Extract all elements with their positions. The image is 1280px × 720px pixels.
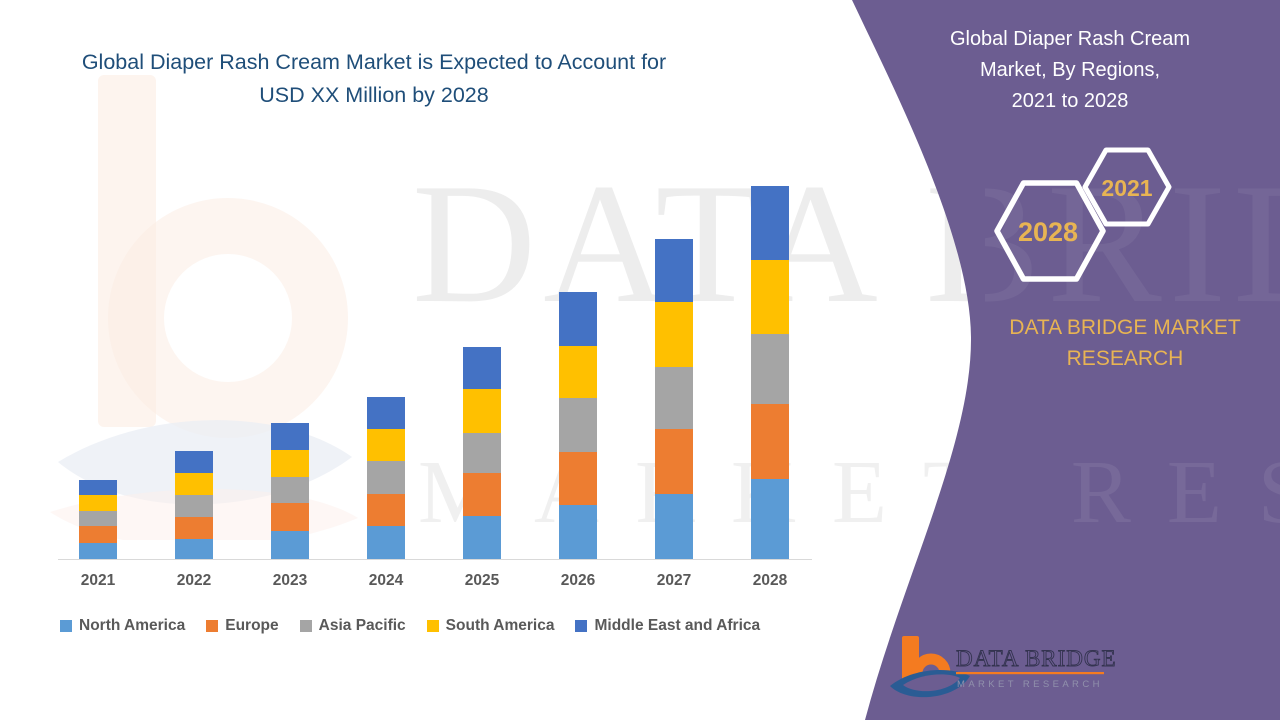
legend-label: Middle East and Africa: [594, 617, 761, 634]
bar-segment-north-america: [79, 543, 117, 559]
legend-label: North America: [79, 617, 186, 634]
legend-item-europe: Europe: [206, 617, 279, 635]
bar-segment-europe: [463, 473, 501, 516]
bar-segment-europe: [751, 404, 789, 479]
bar-segment-north-america: [463, 516, 501, 559]
legend-label: Europe: [225, 617, 279, 634]
brand-name-gold: DATA BRIDGE MARKET RESEARCH: [975, 312, 1275, 374]
bar-segment-south-america: [463, 389, 501, 433]
x-axis-label-2027: 2027: [656, 572, 692, 589]
legend-swatch: [299, 620, 312, 632]
bar-segment-south-america: [751, 260, 789, 334]
x-axis-label-2021: 2021: [80, 572, 116, 589]
chart-legend: North America Europe Asia Pacific South Ame…: [60, 617, 760, 635]
hexagon-2028-label: 2028: [1018, 217, 1078, 247]
bar-segment-south-america: [271, 450, 309, 477]
x-axis-label-2025: 2025: [464, 572, 500, 589]
bar-segment-asia-pacific: [559, 398, 597, 452]
bar-segment-europe: [79, 526, 117, 543]
chart-headline-line2: USD XX Million by 2028: [259, 83, 489, 107]
bar-segment-asia-pacific: [463, 433, 501, 473]
bar-segment-south-america: [655, 302, 693, 367]
bar-segment-europe: [559, 452, 597, 505]
bar-segment-north-america: [175, 539, 213, 559]
legend-swatch: [426, 620, 439, 632]
brand-name-line2: RESEARCH: [1066, 347, 1184, 370]
panel-title-line3: 2021 to 2028: [1011, 90, 1129, 112]
bar-segment-south-america: [79, 495, 117, 511]
bar-segment-asia-pacific: [751, 334, 789, 404]
bar-segment-europe: [271, 503, 309, 531]
x-axis-label-2022: 2022: [176, 572, 212, 589]
panel-title: Global Diaper Rash Cream Market, By Regi…: [920, 24, 1220, 117]
bar-segment-asia-pacific: [79, 511, 117, 526]
panel-title-line2: Market, By Regions,: [979, 59, 1161, 81]
hexagon-2021-label: 2021: [1101, 175, 1152, 201]
bar-segment-europe: [655, 429, 693, 494]
legend-item-asia-pacific: Asia Pacific: [299, 617, 406, 635]
panel-title-line1: Global Diaper Rash Cream: [949, 28, 1191, 50]
x-axis-label-2023: 2023: [272, 572, 308, 589]
hexagon-2021: [1082, 147, 1172, 227]
bar-segment-middle-east-and-africa: [79, 480, 117, 495]
bar-segment-south-america: [175, 473, 213, 495]
logo-swoosh-inner: [903, 674, 960, 692]
bar-segment-europe: [367, 494, 405, 526]
data-bridge-footer-logo: DATA BRIDGE MARKET RESEARCH: [890, 636, 1117, 698]
bar-segment-middle-east-and-africa: [559, 292, 597, 346]
x-axis-label-2026: 2026: [560, 572, 596, 589]
bar-segment-north-america: [751, 479, 789, 559]
footer-logo-rule: [956, 672, 1104, 675]
bar-segment-north-america: [655, 494, 693, 559]
legend-item-south-america: South America: [426, 617, 555, 635]
footer-logo-brand-text: DATA BRIDGE: [956, 646, 1117, 671]
watermark-b-bowl: [108, 198, 348, 438]
footer-logo-tagline: MARKET RESEARCH: [957, 679, 1103, 690]
bar-segment-middle-east-and-africa: [751, 186, 789, 260]
bar-segment-asia-pacific: [367, 461, 405, 494]
purple-shape: [852, 0, 1280, 720]
x-axis-label-2028: 2028: [752, 572, 788, 589]
bar-segment-asia-pacific: [271, 477, 309, 503]
bar-segment-north-america: [367, 526, 405, 559]
bar-segment-asia-pacific: [655, 367, 693, 429]
bar-segment-middle-east-and-africa: [175, 451, 213, 473]
bar-segment-north-america: [559, 505, 597, 559]
chart-headline-line1: Global Diaper Rash Cream Market is Expec…: [81, 50, 667, 74]
brand-name-line1: DATA BRIDGE MARKET: [1009, 316, 1241, 339]
x-axis-line: [58, 559, 812, 560]
legend-swatch: [206, 620, 219, 632]
legend-label: Asia Pacific: [318, 617, 406, 634]
bar-segment-middle-east-and-africa: [367, 397, 405, 429]
hexagon-2028: [994, 180, 1106, 282]
legend-label: South America: [445, 617, 555, 634]
bar-segment-south-america: [559, 346, 597, 398]
bar-segment-asia-pacific: [175, 495, 213, 517]
bar-segment-europe: [175, 517, 213, 539]
x-axis-label-2024: 2024: [368, 572, 404, 589]
legend-item-north-america: North America: [60, 617, 185, 635]
bar-segment-middle-east-and-africa: [655, 239, 693, 302]
legend-swatch: [575, 620, 588, 632]
bar-segment-middle-east-and-africa: [463, 347, 501, 389]
bar-segment-south-america: [367, 429, 405, 461]
legend-swatch: [60, 620, 72, 632]
chart-headline: Global Diaper Rash Cream Market is Expec…: [28, 46, 720, 112]
legend-item-middle-east-and-africa: Middle East and Africa: [575, 617, 760, 635]
bar-segment-middle-east-and-africa: [271, 423, 309, 450]
bar-segment-north-america: [271, 531, 309, 559]
